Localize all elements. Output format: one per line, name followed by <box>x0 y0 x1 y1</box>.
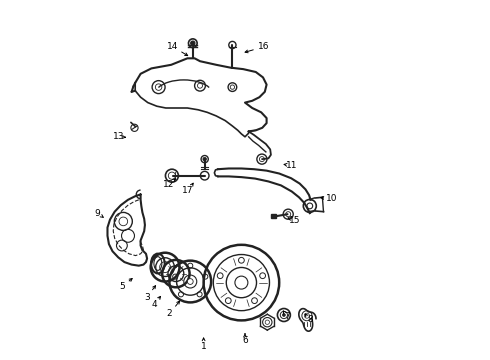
Text: 9: 9 <box>95 209 100 217</box>
Text: 2: 2 <box>167 309 172 318</box>
Text: 7: 7 <box>285 312 291 321</box>
Text: 17: 17 <box>182 186 194 195</box>
Text: 8: 8 <box>307 315 313 324</box>
Text: 12: 12 <box>163 180 174 189</box>
Text: 15: 15 <box>289 216 300 225</box>
Text: 11: 11 <box>286 161 297 170</box>
Text: 6: 6 <box>242 336 248 345</box>
Text: 4: 4 <box>151 300 157 309</box>
Text: 10: 10 <box>326 194 337 203</box>
Text: 1: 1 <box>201 342 206 351</box>
Polygon shape <box>271 214 275 218</box>
Circle shape <box>191 41 195 45</box>
Circle shape <box>187 279 193 284</box>
Circle shape <box>203 157 206 161</box>
Circle shape <box>282 314 285 316</box>
Text: 5: 5 <box>120 282 125 291</box>
Text: 13: 13 <box>113 132 125 141</box>
Text: 14: 14 <box>167 42 179 51</box>
Text: 3: 3 <box>144 292 150 302</box>
Text: 16: 16 <box>258 42 270 51</box>
